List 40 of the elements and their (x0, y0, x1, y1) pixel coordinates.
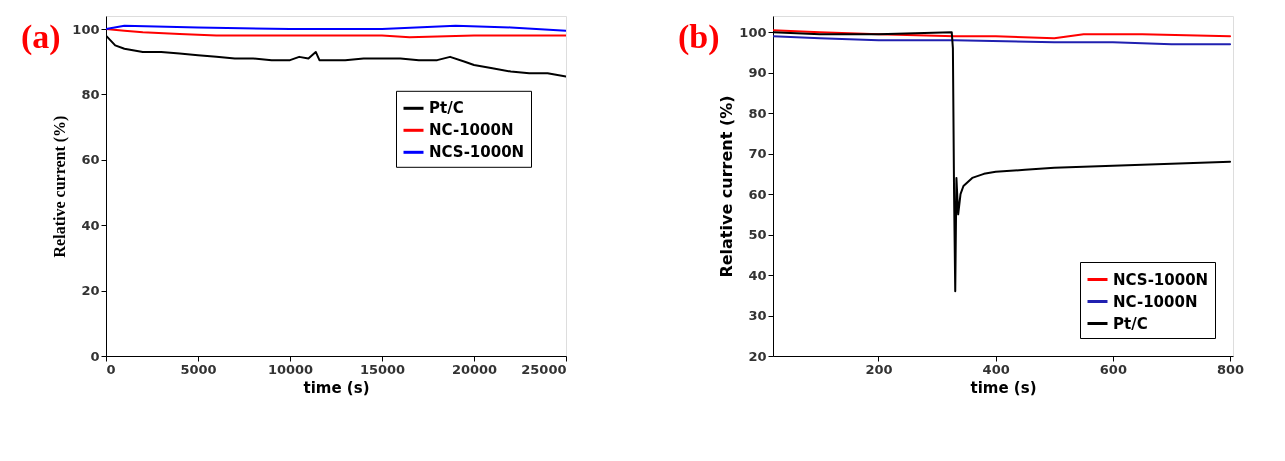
y-tick-label: 80 (748, 105, 767, 121)
text: (b) (678, 18, 720, 56)
legend-label: NC-1000N (429, 121, 514, 140)
y-axis-title: Relative current (%) (51, 115, 70, 258)
y-tick-label: 50 (748, 227, 767, 243)
y-tick-label: 30 (748, 308, 767, 324)
y-tick-label: 90 (748, 65, 767, 81)
y-tick-label: 20 (748, 348, 767, 364)
y-tick-label: 100 (739, 24, 767, 40)
x-tick-label: 600 (1099, 361, 1127, 377)
line-series (106, 28, 566, 39)
x-tick-label: 25000 (521, 361, 567, 377)
legend-label: Pt/C (429, 99, 464, 118)
y-tick-label: 70 (748, 146, 767, 162)
line-series (773, 35, 1232, 46)
y-tick-label: 40 (748, 267, 767, 283)
x-axis-title: time (s) (970, 378, 1037, 397)
y-tick-label: 0 (90, 348, 100, 364)
x-tick-label: 0 (106, 361, 116, 377)
x-tick-label: 5000 (180, 361, 217, 377)
line-series (773, 29, 1232, 40)
y-tick-label: 100 (72, 21, 100, 37)
x-tick-label: 200 (865, 361, 893, 377)
legend-label: NC-1000N (1113, 292, 1198, 311)
y-tick-label: 40 (81, 217, 100, 233)
x-tick-label: 800 (1217, 361, 1245, 377)
x-tick-label: 10000 (267, 361, 314, 377)
y-axis-title: Relative current (%) (717, 95, 737, 278)
y-tick-label: 80 (81, 86, 100, 102)
x-axis-title: time (s) (303, 378, 370, 397)
y-tick-label: 60 (81, 152, 100, 168)
y-tick-label: 20 (81, 283, 100, 299)
legend-label: NCS-1000N (1113, 270, 1209, 289)
text: (a) (21, 18, 61, 56)
legend-label: Pt/C (1113, 314, 1148, 333)
x-tick-label: 20000 (451, 361, 498, 377)
y-tick-label: 60 (748, 186, 767, 202)
legend-label: NCS-1000N (429, 143, 525, 162)
x-tick-label: 15000 (359, 361, 406, 377)
x-tick-label: 400 (982, 361, 1010, 377)
